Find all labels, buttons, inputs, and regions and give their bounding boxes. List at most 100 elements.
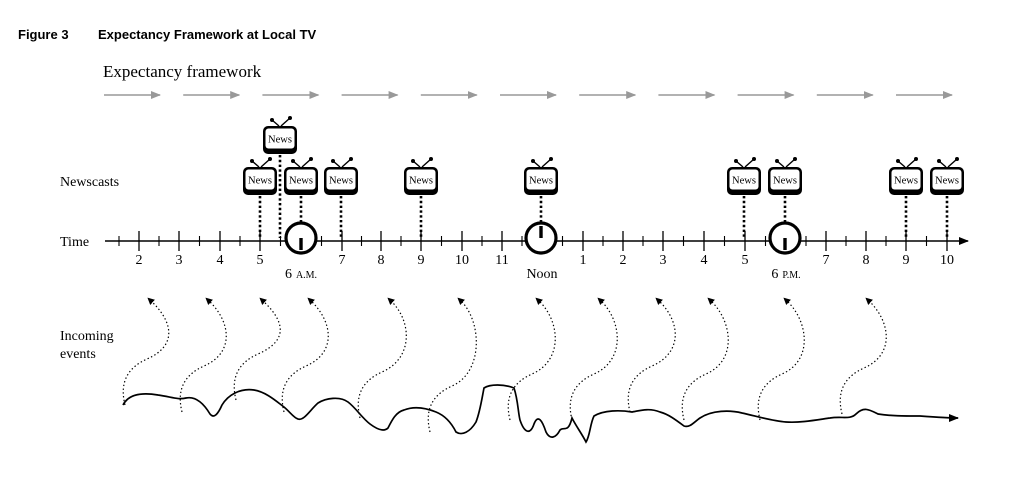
tv-antenna-tip (429, 157, 433, 161)
time-axis-labels: 2 3 4 5 6 A.M. 7 8 9 10 11 Noon 1 2 3 4 5 6 P.M. 7 8 9 10 (136, 253, 955, 282)
tv-screen (526, 169, 556, 190)
figure-number: Figure 3 (18, 27, 69, 42)
tv-newscast-icon: News (524, 157, 558, 195)
framework-label: Expectancy framework (103, 62, 262, 81)
tv-antenna (947, 158, 958, 168)
hour-label: 8 (378, 253, 385, 268)
hour-label: 2 (620, 253, 627, 268)
incoming-event-arrow (357, 297, 407, 419)
incoming-event-arrow (427, 297, 477, 433)
tv-antenna (260, 158, 271, 168)
incoming-event-arrow (681, 297, 729, 421)
hour-label: 4 (701, 253, 708, 268)
hour-label: Noon (526, 267, 557, 282)
incoming-event-arrow (839, 297, 887, 415)
tv-antenna-tip (752, 157, 756, 161)
tv-screen (729, 169, 759, 190)
tv-news-label: News (268, 135, 292, 146)
hour-label: 2 (136, 253, 143, 268)
tv-newscast-icon: News (263, 116, 297, 154)
tv-antenna-tip (270, 118, 274, 122)
tv-news-label: News (289, 176, 313, 187)
tv-antenna (280, 117, 291, 127)
clock-icon (524, 221, 558, 255)
tv-news-label: News (935, 176, 959, 187)
tv-antenna-tip (955, 157, 959, 161)
hour-label: 1 (580, 253, 587, 268)
hour-label: 8 (863, 253, 870, 268)
tv-antenna-tip (734, 159, 738, 163)
hour-label: 5 (742, 253, 749, 268)
incoming-event-arrow (757, 297, 805, 421)
tv-screen (265, 128, 295, 149)
hour-label: 3 (660, 253, 667, 268)
hour-label: 10 (940, 253, 954, 268)
tv-news-label: News (773, 176, 797, 187)
tv-newscast-icon: News (889, 157, 923, 195)
clock-icon (284, 221, 318, 255)
tv-antenna-tip (411, 159, 415, 163)
tv-newscast-icon: News (243, 157, 277, 195)
tv-antenna-tip (531, 159, 535, 163)
newscast-tvs: News News News News News News News News News News (243, 116, 964, 195)
tv-news-label: News (329, 176, 353, 187)
clock-icon (768, 221, 802, 255)
tv-antenna (541, 158, 552, 168)
tv-screen (326, 169, 356, 190)
hour-label: 7 (823, 253, 830, 268)
incoming-event-arrow (233, 297, 281, 401)
hour-label: 9 (903, 253, 910, 268)
tv-antenna-tip (268, 157, 272, 161)
incoming-event-arrow (627, 297, 676, 413)
hour-label: 3 (176, 253, 183, 268)
hour-label: 4 (217, 253, 224, 268)
incoming-event-arrow (569, 297, 618, 421)
tv-news-label: News (894, 176, 918, 187)
tv-antenna-tip (349, 157, 353, 161)
tv-antenna-tip (291, 159, 295, 163)
incoming-event-arrow (179, 297, 227, 413)
time-label: Time (60, 235, 89, 250)
tv-screen (245, 169, 275, 190)
incoming-label-line1: Incoming (60, 329, 114, 344)
tv-screen (406, 169, 436, 190)
figure-title: Expectancy Framework at Local TV (98, 27, 317, 42)
tv-news-label: News (248, 176, 272, 187)
tv-antenna-tip (775, 159, 779, 163)
tv-screen (891, 169, 921, 190)
hour-label: 6 P.M. (771, 267, 800, 282)
tv-newscast-icon: News (404, 157, 438, 195)
tv-newscast-icon: News (930, 157, 964, 195)
tv-antenna-tip (288, 116, 292, 120)
incoming-label-line2: events (60, 347, 96, 362)
hour-label: 9 (418, 253, 425, 268)
tv-antenna (744, 158, 755, 168)
tv-newscast-icon: News (324, 157, 358, 195)
newscast-connectors (258, 155, 949, 238)
tv-newscast-icon: News (284, 157, 318, 195)
incoming-event-arrow (122, 297, 170, 406)
tv-antenna-tip (549, 157, 553, 161)
tv-antenna-tip (937, 159, 941, 163)
tv-antenna (301, 158, 312, 168)
hour-label: 10 (455, 253, 469, 268)
incoming-event-arrows (122, 297, 887, 433)
tv-antenna-tip (793, 157, 797, 161)
tv-screen (286, 169, 316, 190)
tv-antenna (421, 158, 432, 168)
tv-news-label: News (409, 176, 433, 187)
tv-news-label: News (529, 176, 553, 187)
tv-antenna (341, 158, 352, 168)
incoming-events-terrain-line (122, 384, 959, 444)
tv-news-label: News (732, 176, 756, 187)
tv-antenna-tip (309, 157, 313, 161)
hour-label: 7 (339, 253, 346, 268)
hour-label: 11 (495, 253, 508, 268)
hour-label: 6 A.M. (285, 267, 317, 282)
tv-newscast-icon: News (727, 157, 761, 195)
clocks (284, 221, 802, 255)
tv-screen (770, 169, 800, 190)
tv-antenna (906, 158, 917, 168)
tv-screen (932, 169, 962, 190)
